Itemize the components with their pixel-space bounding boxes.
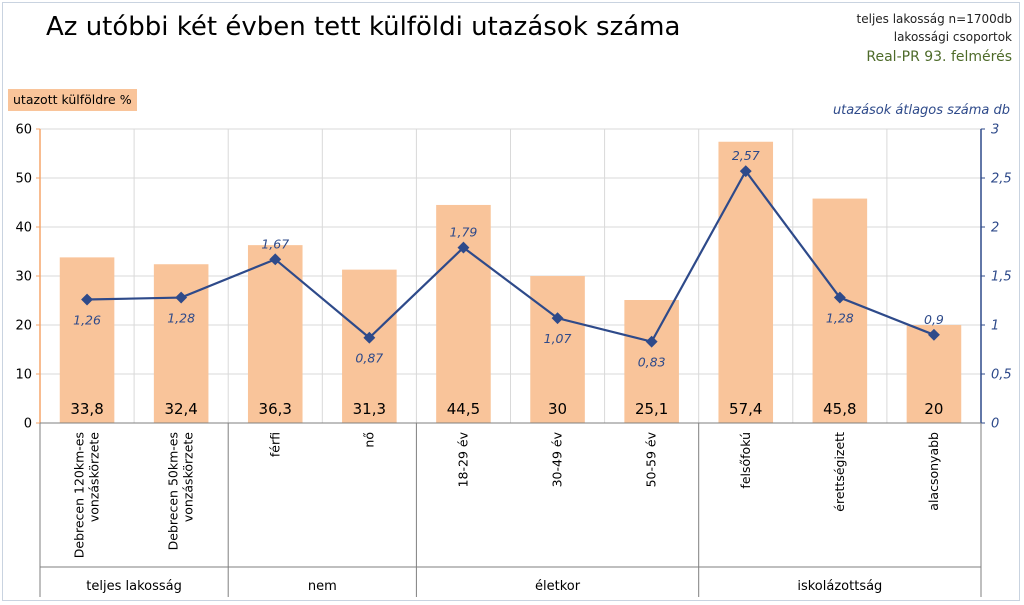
line-value-label: 1,28 — [167, 311, 195, 326]
line-value-label: 1,07 — [544, 331, 572, 346]
average-trips-line — [87, 169, 935, 343]
bar-value-label: 33,8 — [70, 400, 103, 418]
bar — [624, 300, 679, 423]
category-label: alacsonyabb — [926, 432, 941, 511]
category-label: 50-59 év — [644, 431, 659, 487]
category-label: nő — [361, 432, 376, 448]
bar-value-label: 32,4 — [164, 400, 197, 418]
line-marker — [645, 335, 658, 348]
bar-value-label: 44,5 — [447, 400, 480, 418]
group-label: nem — [308, 579, 337, 594]
bar-value-label: 31,3 — [353, 400, 386, 418]
line-marker — [833, 291, 846, 304]
right-tick-label: 0,5 — [991, 368, 1012, 383]
category-label: vonzáskörzete — [87, 432, 102, 522]
left-axis-title: utazott külföldre % — [8, 89, 137, 111]
bar — [436, 204, 491, 423]
bar-value-label: 30 — [548, 400, 567, 418]
line-marker — [551, 312, 564, 325]
bar — [718, 141, 774, 424]
category-label: Debrecen 50km-es — [166, 432, 181, 550]
left-tick-label: 40 — [15, 221, 32, 236]
left-tick-label: 60 — [15, 123, 32, 138]
right-tick-label: 0 — [991, 417, 999, 432]
bar — [59, 257, 115, 423]
left-tick-label: 0 — [24, 417, 32, 432]
bar — [247, 245, 303, 423]
group-label: teljes lakosság — [86, 579, 182, 594]
right-tick-label: 1,5 — [991, 270, 1012, 285]
category-label: Debrecen 120km-es — [72, 432, 87, 558]
bar-value-label: 45,8 — [823, 400, 856, 418]
line-value-label: 0,83 — [638, 355, 666, 370]
line-value-label: 0,9 — [924, 312, 944, 327]
bar-value-label: 20 — [924, 400, 943, 418]
bar-value-label: 57,4 — [729, 400, 762, 418]
right-tick-label: 2 — [991, 221, 999, 236]
bar — [342, 269, 397, 423]
line-marker — [363, 331, 376, 344]
line-value-label: 1,28 — [826, 311, 854, 326]
groups-note: lakossági csoportok — [893, 30, 1012, 44]
source-note: Real-PR 93. felmérés — [866, 49, 1012, 65]
left-tick-label: 30 — [15, 270, 32, 285]
category-label: 30-49 év — [550, 431, 565, 487]
line-value-label: 1,26 — [73, 313, 101, 328]
line-value-label: 0,87 — [355, 351, 383, 366]
bar-value-label: 36,3 — [259, 400, 292, 418]
category-label: felsőfokú — [738, 432, 753, 489]
group-label: életkor — [535, 579, 581, 594]
right-tick-label: 1 — [991, 319, 999, 334]
bar-value-label: 25,1 — [635, 400, 668, 418]
right-tick-label: 3 — [991, 123, 999, 138]
right-tick-label: 2,5 — [991, 172, 1012, 187]
bar — [906, 325, 962, 423]
category-label: érettségizett — [832, 432, 847, 512]
line-value-label: 2,57 — [732, 148, 760, 163]
group-label: iskolázottság — [797, 579, 882, 594]
category-label: 18-29 év — [455, 431, 470, 487]
line-value-label: 1,79 — [450, 225, 478, 240]
right-axis-title: utazások átlagos száma db — [832, 103, 1010, 118]
bar — [530, 276, 585, 423]
left-tick-label: 20 — [15, 319, 32, 334]
sample-size-note: teljes lakosság n=1700db — [856, 12, 1012, 26]
category-label: férfi — [267, 432, 282, 457]
chart-title: Az utóbbi két évben tett külföldi utazás… — [46, 12, 681, 42]
line-marker — [739, 165, 752, 178]
category-label: vonzáskörzete — [181, 432, 196, 522]
bar — [812, 198, 868, 423]
left-tick-label: 10 — [15, 368, 32, 383]
line-value-label: 1,67 — [261, 236, 289, 251]
left-tick-label: 50 — [15, 172, 32, 187]
